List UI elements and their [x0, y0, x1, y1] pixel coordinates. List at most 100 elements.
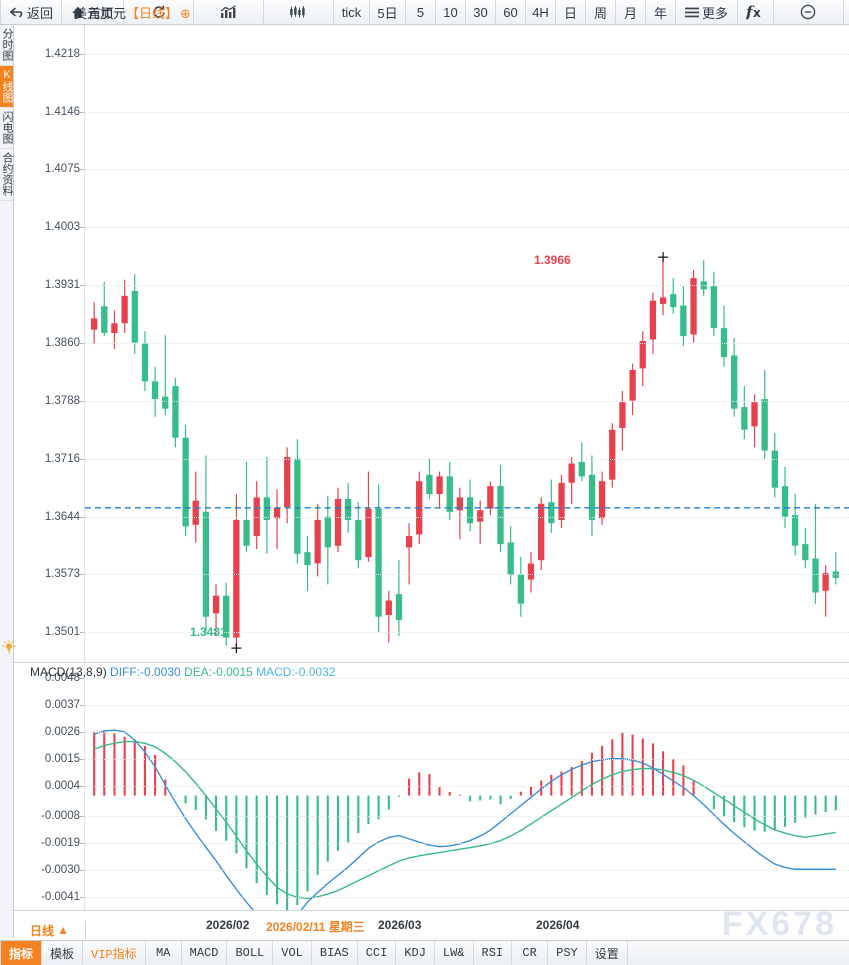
- tab-indicator[interactable]: 指标: [0, 941, 43, 965]
- period-selector-chip[interactable]: 日线 ▲: [14, 921, 86, 939]
- tab-bias[interactable]: BIAS: [312, 941, 358, 965]
- tab-rsi[interactable]: RSI: [474, 941, 513, 965]
- tab-cr[interactable]: CR: [512, 941, 549, 965]
- period-day-button[interactable]: 日: [556, 0, 586, 24]
- tab-psy[interactable]: PSY: [548, 941, 587, 965]
- tab-template[interactable]: 模板: [42, 941, 84, 965]
- tab-cr-label: CR: [522, 946, 537, 960]
- bulb-glyph: [2, 640, 16, 654]
- macd-plot[interactable]: [84, 663, 849, 938]
- tab-settings-label: 设置: [594, 946, 619, 961]
- zoom-in-button[interactable]: [844, 0, 849, 24]
- period-10-button-label: 10: [443, 4, 458, 20]
- tab-cci[interactable]: CCI: [358, 941, 397, 965]
- price-y-tick: 1.4218: [44, 48, 85, 61]
- macd-gridline: [85, 704, 849, 706]
- price-y-tick: 1.3860: [44, 336, 85, 349]
- chart-area: 1.4218 1.4146 1.4075 1.4003 1.3931 1.3860 1.37…: [14, 25, 849, 938]
- tick-button[interactable]: tick: [334, 0, 370, 24]
- price-gridline: [85, 54, 849, 56]
- tab-vip[interactable]: VIP指标: [83, 941, 146, 965]
- price-y-tick: 1.3501: [44, 625, 85, 638]
- price-y-tick: 1.3644: [44, 510, 85, 523]
- price-gridline: [85, 516, 849, 518]
- period-10-button[interactable]: 10: [436, 0, 466, 24]
- expand-icon[interactable]: ⊕: [180, 6, 191, 21]
- tab-macd[interactable]: MACD: [182, 941, 228, 965]
- home-button[interactable]: 首页: [62, 0, 124, 24]
- period-5d-button[interactable]: 5日: [370, 0, 406, 24]
- sidebar-item-kline[interactable]: K线图: [0, 66, 13, 108]
- price-y-tick: 1.3931: [44, 279, 85, 292]
- settings-bulb-icon[interactable]: [2, 640, 16, 654]
- tab-kdj[interactable]: KDJ: [396, 941, 435, 965]
- period-week-button-label: 周: [593, 5, 607, 21]
- price-y-tick: 1.3716: [44, 452, 85, 465]
- tab-ma-label: MA: [155, 946, 171, 960]
- sidebar-item-contract[interactable]: 合约资料: [0, 149, 13, 201]
- tab-indicator-label: 指标: [9, 946, 34, 961]
- period-chip-label: 日线: [30, 923, 55, 938]
- tab-rsi-label: RSI: [481, 946, 504, 960]
- price-plot[interactable]: [84, 25, 849, 661]
- zoom-out-button[interactable]: [774, 0, 844, 24]
- sidebar-item-timeshare[interactable]: 分时图: [0, 25, 13, 66]
- left-sidebar: 分时图 K线图 闪电图 合约资料: [0, 25, 14, 938]
- macd-macd-value: MACD:-0.0032: [256, 665, 336, 679]
- x-axis-label: 2026/02: [206, 918, 250, 932]
- tab-settings[interactable]: 设置: [587, 941, 628, 965]
- more-button[interactable]: 更多: [676, 0, 738, 24]
- macd-gridline: [85, 870, 849, 871]
- x-axis-label: 2026/04: [536, 918, 580, 932]
- candle-chart-button[interactable]: [264, 0, 334, 24]
- price-panel: 1.4218 1.4146 1.4075 1.4003 1.3931 1.3860 1.37…: [14, 25, 849, 661]
- macd-gridline: [85, 897, 849, 899]
- price-gridline: [85, 112, 849, 114]
- period-week-button[interactable]: 周: [586, 0, 616, 24]
- macd-gridline: [85, 842, 849, 844]
- period-month-button-label: 月: [623, 5, 637, 21]
- top-toolbar: 返回 首页 tick 5日 5 10 30 60 4H 日周月年 更多 f x: [0, 0, 849, 25]
- tab-psy-label: PSY: [556, 946, 578, 960]
- line-chart-button[interactable]: [194, 0, 264, 24]
- home-button-label: 首页: [87, 5, 114, 21]
- back-button[interactable]: 返回: [0, 0, 62, 24]
- caret-up-icon: ▲: [57, 923, 69, 937]
- price-gridline: [85, 631, 849, 633]
- x-axis-label: 2026/03: [378, 918, 422, 932]
- period-year-button[interactable]: 年: [646, 0, 676, 24]
- symbol-name: 美元加元: [74, 6, 127, 21]
- tab-bias-label: BIAS: [319, 946, 349, 960]
- price-gridline: [85, 169, 849, 171]
- macd-y-tick: 0.0037: [44, 698, 85, 711]
- tab-lwr[interactable]: LW&: [435, 941, 474, 965]
- price-y-axis: 1.4218 1.4146 1.4075 1.4003 1.3931 1.3860 1.37…: [14, 25, 85, 661]
- tick-button-label: tick: [341, 4, 362, 20]
- macd-y-tick: -0.0041: [40, 891, 85, 904]
- back-button-label: 返回: [26, 5, 53, 21]
- high-price-annotation: 1.3966: [534, 253, 571, 267]
- period-4h-button[interactable]: 4H: [526, 0, 556, 24]
- macd-y-tick: -0.0030: [40, 864, 85, 876]
- more-button-label: 更多: [701, 5, 728, 21]
- tab-vol[interactable]: VOL: [273, 941, 312, 965]
- period-60-button[interactable]: 60: [496, 0, 526, 24]
- macd-dea-value: DEA:-0.0015: [184, 665, 253, 679]
- period-5d-button-label: 5日: [377, 5, 398, 21]
- tab-boll[interactable]: BOLL: [227, 941, 274, 965]
- period-5-button[interactable]: 5: [406, 0, 436, 24]
- chart-title: 美元加元【日线】 ⊕: [74, 3, 191, 22]
- period-month-button[interactable]: 月: [616, 0, 646, 24]
- period-4h-button-label: 4H: [532, 4, 549, 20]
- period-label: 【日线】: [126, 6, 179, 21]
- tab-ma[interactable]: MA: [146, 941, 182, 965]
- watermark: FX678: [721, 905, 837, 943]
- period-5-button-label: 5: [416, 4, 425, 20]
- price-y-tick: 1.4146: [44, 106, 85, 119]
- macd-params-label: MACD(13,8,9): [30, 665, 107, 679]
- sidebar-item-lightning[interactable]: 闪电图: [0, 108, 13, 149]
- period-30-button[interactable]: 30: [466, 0, 496, 24]
- refresh-button[interactable]: [124, 0, 194, 24]
